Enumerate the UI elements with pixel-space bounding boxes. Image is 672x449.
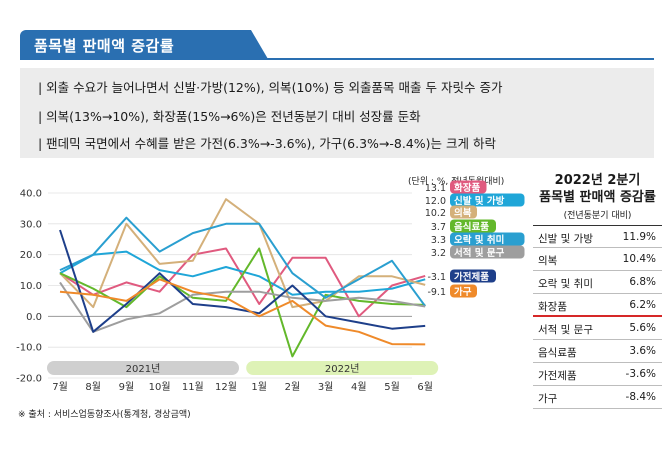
y-tick-label: 30.0 bbox=[20, 219, 42, 230]
ranking-item-value: 5.6% bbox=[629, 322, 656, 334]
title-banner: 품목별 판매액 증감률 bbox=[20, 30, 268, 59]
ranking-subtitle: (전년동분기 대비) bbox=[563, 211, 632, 221]
series-name-badge bbox=[450, 245, 525, 259]
x-tick-label: 2월 bbox=[285, 381, 301, 393]
end-value-label: 12.0 bbox=[425, 196, 446, 207]
series-name-label: 신발 및 가방 bbox=[454, 195, 505, 207]
end-value-label: 13.1 bbox=[425, 183, 446, 194]
ranking-row: 서적 및 문구 5.6% bbox=[533, 317, 662, 340]
series-name-label: 음식료품 bbox=[454, 221, 489, 233]
x-tick-label: 8월 bbox=[85, 381, 101, 393]
y-tick-label: 0.0 bbox=[26, 312, 42, 323]
summary-line-1: | 외출 수요가 늘어나면서 신발·가방(12%), 의복(10%) 등 외출품… bbox=[38, 80, 503, 95]
series-name-label: 오락 및 취미 bbox=[454, 234, 504, 246]
y-tick-label: -10.0 bbox=[16, 343, 42, 354]
x-tick-label: 5월 bbox=[384, 381, 400, 393]
x-tick-label: 10월 bbox=[149, 381, 171, 393]
ranking-title-2: 품목별 판매액 증감률 bbox=[539, 190, 656, 205]
y-tick-label: 10.0 bbox=[20, 281, 42, 292]
series-line bbox=[59, 281, 426, 333]
ranking-item-name: 오락 및 취미 bbox=[538, 278, 593, 290]
x-tick-label: 7월 bbox=[52, 381, 68, 393]
line-chart: 40.0 30.0 20.0 10.0 0.0 -10.0 -20.0 2021년 2022년 7… bbox=[16, 180, 525, 393]
ranking-item-value: 6.2% bbox=[629, 299, 656, 311]
summary-line-3: | 팬데믹 국면에서 수혜를 받은 가전(6.3%→-3.6%), 가구(6.3… bbox=[38, 136, 496, 151]
y-tick-label: 20.0 bbox=[20, 250, 42, 261]
series-name-label: 서적 및 문구 bbox=[454, 247, 505, 259]
ranking-item-value: -8.4% bbox=[625, 391, 656, 403]
ranking-row: 음식료품 3.6% bbox=[533, 340, 662, 363]
x-tick-label: 4월 bbox=[351, 381, 367, 393]
y-tick-label: 40.0 bbox=[20, 189, 42, 200]
ranking-item-name: 음식료품 bbox=[538, 347, 577, 359]
ranking-title-1: 2022년 2분기 bbox=[554, 173, 641, 188]
y-tick-label: -20.0 bbox=[16, 374, 42, 385]
end-value-label: -9.1 bbox=[427, 287, 446, 298]
summary-box: | 외출 수요가 늘어나면서 신발·가방(12%), 의복(10%) 등 외출품… bbox=[20, 68, 654, 158]
ranking-row: 오락 및 취미 6.8% bbox=[533, 271, 662, 294]
x-tick-label: 3월 bbox=[318, 381, 334, 393]
ranking-item-value: 11.9% bbox=[622, 231, 656, 243]
ranking-item-name: 의복 bbox=[538, 255, 558, 267]
ranking-row: 신발 및 가방 11.9% bbox=[533, 225, 662, 248]
series-name-label: 가전제품 bbox=[454, 271, 489, 283]
ranking-item-name: 신발 및 가방 bbox=[538, 233, 593, 245]
ranking-row: 화장품 6.2% bbox=[533, 294, 662, 317]
year-group-bar bbox=[47, 361, 239, 375]
x-tick-label: 12월 bbox=[215, 381, 237, 393]
year-group-label: 2022년 bbox=[325, 363, 360, 375]
series-name-badge bbox=[450, 180, 487, 194]
ranking-row: 가구 -8.4% bbox=[533, 386, 662, 409]
ranking-row: 가전제품 -3.6% bbox=[533, 363, 662, 386]
ranking-row: 의복 10.4% bbox=[533, 248, 662, 271]
summary-line-2: | 의복(13%→10%), 화장품(15%→6%)은 전년동분기 대비 성장률… bbox=[38, 109, 421, 124]
series-line bbox=[59, 216, 427, 307]
end-value-label: 10.2 bbox=[425, 208, 446, 219]
x-tick-label: 9월 bbox=[119, 381, 135, 393]
end-value-label: 3.2 bbox=[431, 248, 446, 259]
ranking-item-name: 서적 및 문구 bbox=[538, 324, 593, 336]
ranking-item-name: 가전제품 bbox=[538, 370, 577, 382]
source-note: ※ 출처 : 서비스업동향조사(통계청, 경상금액) bbox=[18, 410, 191, 420]
year-group-bar bbox=[246, 361, 439, 375]
ranking-item-value: -3.6% bbox=[625, 368, 656, 380]
series-line bbox=[59, 247, 426, 358]
ranking-item-value: 3.6% bbox=[629, 345, 656, 357]
series-name-badge bbox=[450, 219, 496, 233]
ranking-item-value: 10.4% bbox=[622, 253, 656, 265]
end-value-label: 3.7 bbox=[431, 222, 446, 233]
x-tick-label: 6월 bbox=[417, 381, 433, 393]
series-name-badge bbox=[450, 232, 525, 246]
year-group-label: 2021년 bbox=[126, 363, 161, 375]
x-tick-label: 1월 bbox=[251, 381, 267, 393]
x-tick-label: 11월 bbox=[182, 381, 204, 393]
series-name-label: 화장품 bbox=[454, 182, 480, 194]
ranking-item-value: 6.8% bbox=[629, 276, 656, 288]
end-value-label: 3.3 bbox=[431, 235, 446, 246]
series-name-badge bbox=[450, 284, 477, 298]
series-line bbox=[59, 278, 426, 346]
series-name-badge bbox=[450, 205, 477, 219]
series-name-badge bbox=[450, 269, 496, 283]
ranking-item-name: 화장품 bbox=[538, 301, 567, 313]
series-line bbox=[59, 229, 426, 333]
series-name-badge bbox=[450, 193, 525, 207]
ranking-item-name: 가구 bbox=[538, 393, 558, 405]
title-underline bbox=[20, 58, 654, 60]
end-value-label: -3.1 bbox=[427, 272, 446, 283]
series-name-label: 가구 bbox=[454, 286, 472, 298]
ranking-table: 2022년 2분기 품목별 판매액 증감률 (전년동분기 대비) 신발 및 가방… bbox=[533, 172, 662, 409]
series-name-label: 의복 bbox=[454, 207, 472, 219]
series-line bbox=[59, 250, 426, 296]
page-title: 품목별 판매액 증감률 bbox=[34, 37, 175, 55]
